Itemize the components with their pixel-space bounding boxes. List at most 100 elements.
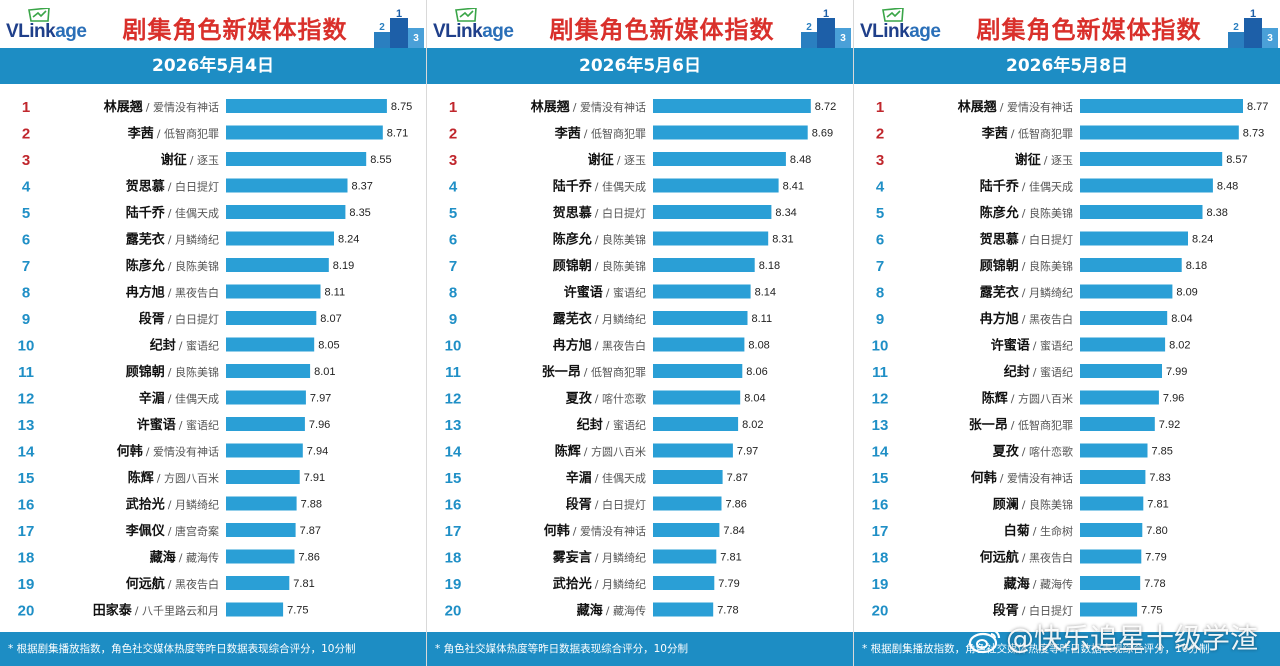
character-name: 林展翘: [531, 99, 570, 115]
rank-number: 9: [876, 311, 884, 328]
entry-label: 冉方旭 / 黑夜告白: [980, 311, 1073, 327]
rank-number: 15: [445, 470, 462, 487]
entry-label: 陆千乔 / 佳偶天成: [980, 179, 1073, 195]
character-name: 藏海: [150, 550, 176, 566]
character-name: 辛湄: [139, 391, 165, 407]
logo-frame-icon: [28, 8, 50, 22]
score-bar: [1080, 549, 1142, 564]
score-value: 7.96: [1163, 393, 1184, 405]
character-name: 顾锦朝: [553, 258, 592, 274]
entry-label: 何远航 / 黑夜告白: [980, 550, 1073, 566]
rank-number: 11: [445, 364, 461, 381]
show-name: / 藏海传: [1033, 577, 1073, 591]
character-name: 顾锦朝: [980, 258, 1019, 274]
rank-number: 12: [872, 391, 889, 408]
score-value: 8.69: [812, 128, 833, 140]
svg-text:1: 1: [823, 8, 829, 20]
show-name: / 佳偶天成: [595, 471, 646, 485]
score-value: 8.05: [318, 340, 339, 352]
score-value: 7.84: [723, 525, 744, 537]
rank-number: 5: [449, 205, 457, 222]
score-bar: [226, 523, 296, 537]
show-name: / 月鳞绮纪: [595, 312, 646, 326]
svg-text:3: 3: [840, 33, 846, 44]
rank-number: 10: [445, 338, 462, 355]
score-value: 8.77: [1247, 101, 1268, 113]
score-bar: [653, 443, 733, 458]
date-bar: 2026年5月8日: [854, 48, 1280, 84]
character-name: 藏海: [1004, 576, 1030, 592]
character-name: 陈彦允: [126, 258, 165, 274]
character-name: 谢征: [588, 152, 614, 168]
score-bar: [226, 125, 383, 140]
entry-label: 武拾光 / 月鳞绮纪: [126, 497, 219, 513]
score-value: 7.86: [726, 499, 747, 511]
character-name: 陆千乔: [980, 179, 1020, 195]
score-bar: [653, 523, 720, 537]
ranking-chart: 1 林展翘 / 爱情没有神话 8.772 李茜 / 低智商犯罪 8.733 谢征 / 逐玉 8.5…: [872, 99, 1268, 620]
show-name: / 白日提灯: [1022, 604, 1073, 618]
character-name: 李茜: [981, 126, 1008, 142]
score-bar: [1080, 390, 1159, 405]
score-bar: [653, 311, 748, 325]
score-value: 8.09: [1176, 287, 1197, 299]
score-bar: [1080, 125, 1239, 140]
watermark: @快乐追星十级学渣: [968, 617, 1258, 657]
show-name: / 良陈美锦: [595, 233, 646, 247]
entry-label: 张一昂 / 低智商犯罪: [969, 417, 1073, 433]
entry-label: 顾锦朝 / 良陈美锦: [553, 258, 646, 274]
rank-number: 16: [445, 497, 462, 514]
rank-number: 18: [872, 550, 889, 567]
score-bar: [1080, 311, 1168, 325]
panel-2: VLinkage 剧集角色新媒体指数 1 2 3 2026年5月6日 1 林展翘 /…: [427, 0, 853, 666]
svg-text:3: 3: [413, 33, 419, 44]
rank-number: 3: [449, 152, 457, 169]
show-name: / 生命树: [1033, 524, 1073, 538]
panel-3: VLinkage 剧集角色新媒体指数 1 2 3 2026年5月8日 1 林展翘 /…: [854, 0, 1280, 666]
character-name: 顾澜: [993, 497, 1019, 513]
vlinkage-logo: VLinkage: [433, 8, 533, 42]
entry-label: 冉方旭 / 黑夜告白: [553, 338, 646, 354]
score-value: 7.87: [300, 525, 321, 537]
rank-number: 2: [876, 126, 884, 143]
entry-label: 藏海 / 藏海传: [577, 603, 646, 619]
show-name: / 唐宫奇案: [168, 524, 219, 538]
svg-text:2: 2: [806, 22, 812, 33]
entry-label: 陈辉 / 方圆八百米: [555, 444, 646, 460]
score-value: 8.38: [1207, 207, 1228, 219]
character-name: 张一昂: [542, 364, 581, 380]
score-bar: [1080, 417, 1155, 431]
character-name: 陈辉: [982, 391, 1008, 407]
watermark-text: @快乐追星十级学渣: [1006, 622, 1259, 655]
rank-number: 5: [876, 205, 884, 222]
rank-number: 20: [872, 603, 889, 620]
show-name: / 蜜语纪: [179, 339, 219, 353]
rank-number: 6: [22, 232, 30, 249]
score-value: 7.85: [1152, 446, 1173, 458]
show-name: / 低智商犯罪: [1011, 127, 1073, 141]
rank-number: 3: [876, 152, 884, 169]
score-bar: [1080, 205, 1203, 219]
entry-label: 许蜜语 / 蜜语纪: [991, 338, 1073, 354]
score-value: 8.18: [1186, 260, 1207, 272]
entry-label: 藏海 / 藏海传: [1004, 576, 1073, 592]
score-value: 8.48: [1217, 181, 1238, 193]
score-bar: [653, 417, 739, 431]
svg-text:1: 1: [396, 8, 402, 20]
show-name: / 佳偶天成: [168, 392, 219, 406]
rank-number: 13: [872, 417, 889, 434]
character-name: 许蜜语: [564, 285, 603, 301]
character-name: 纪封: [150, 338, 176, 354]
score-bar: [226, 178, 348, 193]
character-name: 露芜衣: [126, 232, 165, 248]
entry-label: 露芜衣 / 月鳞绮纪: [126, 232, 219, 248]
score-bar: [1080, 496, 1144, 511]
score-value: 7.81: [720, 552, 741, 564]
rank-number: 8: [449, 285, 457, 302]
date-bar: 2026年5月6日: [427, 48, 853, 84]
entry-label: 冉方旭 / 黑夜告白: [126, 285, 219, 301]
score-value: 8.41: [783, 181, 804, 193]
rank-number: 10: [872, 338, 889, 355]
character-name: 藏海: [577, 603, 603, 619]
show-name: / 爱情没有神话: [1000, 471, 1073, 485]
